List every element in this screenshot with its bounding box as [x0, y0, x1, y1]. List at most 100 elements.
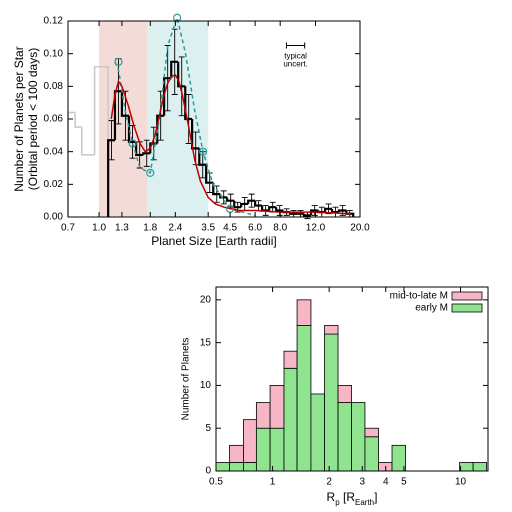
histogram-step — [205, 164, 214, 184]
gray-histogram-step — [67, 111, 76, 217]
histogram-step — [324, 207, 332, 213]
y-tick-label: 0.06 — [44, 114, 64, 125]
legend-swatch — [451, 303, 483, 313]
x-tick-label: 20.0 — [350, 223, 370, 234]
x-axis-label: Planet Size [Earth radii] — [151, 234, 276, 248]
shaded-region — [99, 21, 148, 217]
y-tick-label: 15 — [200, 337, 212, 348]
histogram-step — [170, 60, 179, 79]
x-axis-label: Rp [REarth] — [327, 490, 378, 506]
bar-segment — [255, 427, 271, 472]
error-bar — [220, 190, 227, 205]
histogram-step — [302, 213, 312, 217]
gray-histogram-step — [93, 65, 102, 155]
y-tick-label: 0.10 — [44, 48, 64, 59]
x-tick-label: 1 — [270, 477, 276, 488]
y-tick-label: 20 — [200, 294, 212, 305]
gray-histogram-step — [74, 112, 82, 128]
x-axis-label-part: R — [327, 490, 336, 504]
histogram-step — [198, 148, 207, 166]
bar-segment — [296, 325, 312, 472]
x-axis-label-part: Earth — [355, 498, 374, 507]
x-axis-label-part: [R — [340, 490, 356, 504]
histogram-step — [309, 209, 319, 216]
y-axis-label: (Orbital period < 100 days) — [26, 48, 40, 190]
error-bar — [248, 193, 255, 208]
x-tick-label: 0.5 — [209, 477, 223, 488]
annotation: uncert. — [283, 60, 307, 69]
x-tick-label: 4 — [383, 477, 389, 488]
bar-segment — [364, 436, 379, 472]
error-bar — [185, 94, 192, 144]
bar-segment — [337, 385, 352, 403]
y-tick-label: 0.12 — [44, 16, 64, 27]
uncertainty-bar — [285, 42, 306, 49]
plot-frame — [215, 286, 489, 472]
histogram-step — [113, 90, 122, 141]
x-tick-label: 1.0 — [92, 223, 106, 234]
x-tick-label: 0.7 — [61, 223, 75, 234]
y-tick-label: 0.04 — [44, 146, 64, 157]
histogram-step — [163, 77, 172, 116]
bar-segment — [472, 462, 488, 472]
bar-segment — [324, 325, 339, 335]
bar-segment — [255, 402, 271, 429]
bar-segment — [351, 402, 366, 472]
bar-segment — [310, 393, 325, 472]
x-tick-label: 3.5 — [201, 223, 215, 234]
histogram-step — [107, 139, 115, 217]
bar-segment — [337, 402, 352, 472]
gray-histogram-step — [81, 127, 88, 156]
legend-swatch — [451, 291, 483, 301]
y-axis-label: Number of Planets per Star — [12, 46, 26, 191]
histogram-step — [268, 206, 277, 211]
bar-segment — [459, 462, 474, 472]
x-tick-label: 12.0 — [306, 223, 326, 234]
bar-segment — [269, 385, 285, 429]
y-axis-label: Number of Planets — [181, 338, 192, 421]
dashed-curve — [114, 15, 256, 217]
x-tick-label: 1.3 — [115, 223, 129, 234]
histogram-step — [233, 200, 242, 209]
histogram-step — [142, 152, 151, 155]
bar-segment — [364, 427, 379, 438]
error-bar — [276, 205, 283, 216]
x-tick-label: 2.4 — [168, 223, 182, 234]
histogram-step — [330, 208, 339, 214]
histogram-step — [337, 209, 347, 213]
bar-segment — [324, 333, 339, 472]
bar-segment — [243, 462, 257, 472]
y-tick-label: 0.00 — [44, 212, 64, 223]
bar-segment — [283, 350, 298, 369]
y-tick-label: 0.02 — [44, 179, 64, 190]
marker — [198, 147, 208, 156]
error-bar — [311, 205, 318, 216]
x-tick-label: 1.8 — [143, 223, 157, 234]
error-bar — [143, 139, 150, 167]
error-bar — [164, 45, 171, 112]
annotation: typical — [284, 52, 307, 61]
bar-segment — [229, 462, 244, 472]
y-tick-label: 0 — [205, 466, 211, 477]
bar-segment — [229, 444, 244, 463]
y-tick-label: 10 — [200, 380, 212, 391]
histogram-step — [135, 141, 144, 157]
x-tick-label: 3 — [359, 477, 365, 488]
legend-label: mid-to-late M — [390, 291, 448, 302]
x-tick-label: 2 — [326, 477, 332, 488]
histogram-step — [275, 207, 284, 212]
error-bar — [178, 56, 185, 117]
fit-curve — [110, 73, 351, 215]
bar-segment — [243, 419, 257, 463]
bar-segment — [283, 367, 298, 472]
histogram-step — [240, 202, 249, 208]
x-tick-label: 4.5 — [223, 223, 237, 234]
bar-segment — [215, 462, 230, 472]
error-bar — [108, 120, 115, 161]
legend-label: early M — [415, 303, 448, 314]
histogram-step — [184, 86, 193, 121]
bar-segment — [296, 299, 312, 326]
histogram-step — [177, 61, 186, 88]
y-tick-label: 0.08 — [44, 81, 64, 92]
